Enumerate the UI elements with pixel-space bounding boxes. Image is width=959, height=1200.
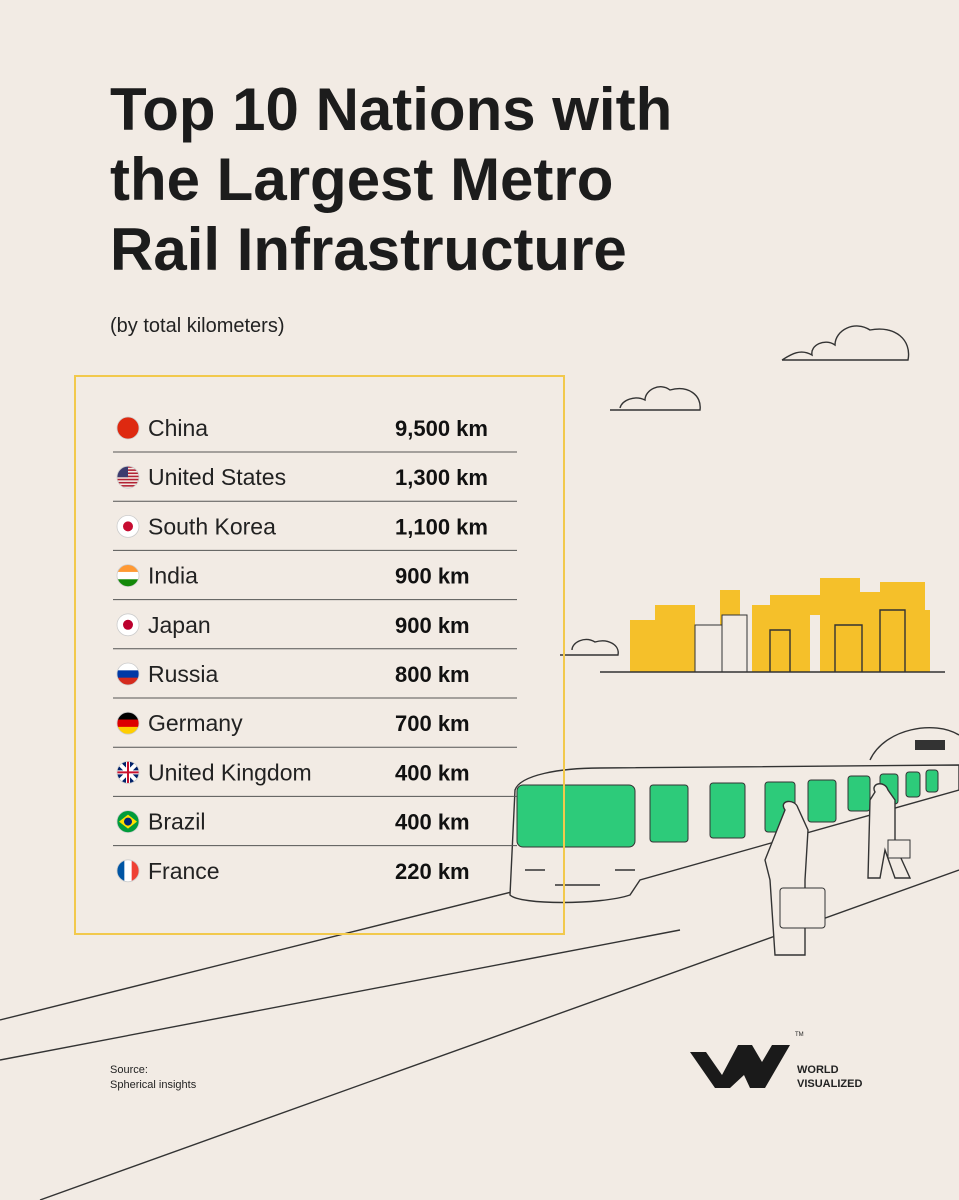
length: 1,100 km bbox=[395, 514, 488, 539]
flag bbox=[117, 417, 139, 439]
flag-part bbox=[117, 571, 139, 580]
flag-part bbox=[117, 859, 125, 882]
title-line: the Largest Metro bbox=[110, 146, 613, 213]
flag-outline bbox=[116, 416, 140, 440]
source-label: Source: bbox=[110, 1064, 148, 1076]
flag bbox=[117, 712, 139, 735]
flag-outline bbox=[116, 515, 140, 538]
flag bbox=[117, 564, 139, 587]
country: South Korea bbox=[148, 513, 276, 539]
flag-part bbox=[123, 521, 133, 532]
flag bbox=[117, 466, 139, 487]
flag bbox=[117, 859, 139, 882]
length: 900 km bbox=[395, 613, 470, 638]
country: France bbox=[148, 858, 220, 884]
flag bbox=[117, 761, 139, 784]
length: 800 km bbox=[395, 662, 470, 687]
country: United Kingdom bbox=[148, 759, 312, 785]
country: Germany bbox=[148, 710, 243, 736]
trademark: TM bbox=[795, 1032, 804, 1038]
flag-part bbox=[124, 859, 133, 882]
flag-part bbox=[124, 817, 132, 826]
table: China 9,500 km United States 1,300 km South … bbox=[113, 415, 517, 884]
flag-part bbox=[131, 859, 139, 882]
country: United States bbox=[148, 464, 286, 490]
flag-part bbox=[117, 726, 139, 735]
brand-line: VISUALIZED bbox=[797, 1078, 862, 1090]
country: India bbox=[148, 563, 198, 589]
flag-outline bbox=[116, 662, 140, 686]
flag-part bbox=[117, 485, 139, 487]
flag-outline bbox=[116, 564, 140, 587]
country: Brazil bbox=[148, 809, 206, 835]
flag-part bbox=[117, 677, 139, 685]
flag-part bbox=[123, 619, 133, 630]
length: 220 km bbox=[395, 859, 470, 884]
country: Russia bbox=[148, 661, 219, 687]
flag-outline bbox=[116, 810, 140, 833]
flag-outline bbox=[116, 465, 140, 489]
logo bbox=[690, 1045, 790, 1088]
flag-part bbox=[117, 670, 139, 679]
title-line: Rail Infrastructure bbox=[110, 216, 627, 283]
flag-part bbox=[117, 719, 139, 728]
length: 9,500 km bbox=[395, 416, 488, 441]
flag-part bbox=[117, 663, 139, 671]
flag bbox=[117, 810, 139, 833]
title-line: Top 10 Nations with bbox=[110, 76, 672, 143]
flag-outline bbox=[116, 711, 140, 735]
table-frame bbox=[74, 375, 565, 935]
length: 400 km bbox=[395, 760, 470, 785]
flag-part bbox=[117, 478, 139, 481]
flag-part bbox=[117, 761, 139, 784]
brand-line: WORLD bbox=[797, 1064, 839, 1076]
flag bbox=[117, 613, 139, 636]
flag bbox=[117, 663, 139, 685]
flag-outline bbox=[116, 859, 140, 883]
length: 400 km bbox=[395, 810, 470, 835]
length: 900 km bbox=[395, 564, 470, 589]
country: China bbox=[148, 415, 208, 441]
source: Spherical insights bbox=[110, 1079, 197, 1091]
flag-part bbox=[117, 564, 139, 573]
illustration bbox=[0, 325, 959, 1200]
flag-outline bbox=[116, 761, 140, 784]
flag-part bbox=[117, 481, 139, 484]
flag-part bbox=[117, 417, 139, 439]
flag bbox=[117, 515, 139, 538]
length: 700 km bbox=[395, 711, 470, 736]
flag-part bbox=[117, 579, 139, 587]
subtitle: (by total kilometers) bbox=[110, 315, 285, 337]
flag-part bbox=[117, 466, 128, 478]
flag-outline bbox=[116, 613, 140, 637]
country: Japan bbox=[148, 612, 211, 638]
length: 1,300 km bbox=[395, 465, 488, 490]
flag-part bbox=[117, 712, 139, 721]
